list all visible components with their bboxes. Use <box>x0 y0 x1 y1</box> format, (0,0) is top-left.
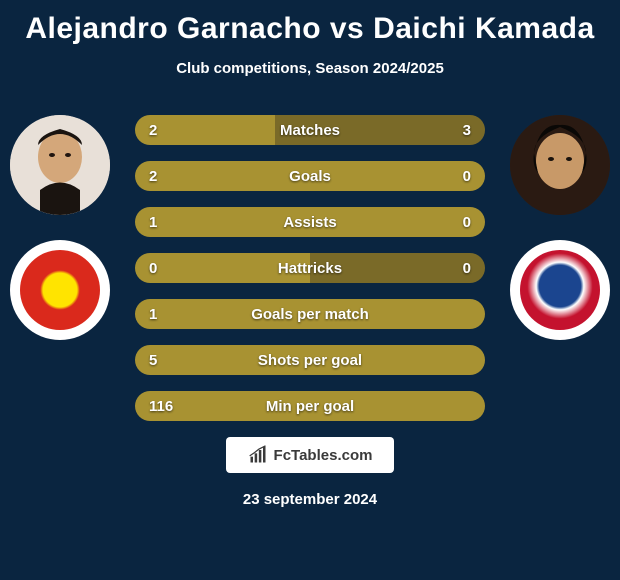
stat-label: Shots per goal <box>258 352 362 369</box>
player-left-avatar-icon <box>10 115 110 215</box>
stat-label: Goals <box>289 168 331 185</box>
stat-value-right: 0 <box>463 168 471 185</box>
page-title: Alejandro Garnacho vs Daichi Kamada <box>0 12 620 46</box>
manchester-united-crest-icon <box>20 250 100 330</box>
player-right-photo <box>510 115 610 215</box>
fctables-badge: FcTables.com <box>226 437 395 473</box>
stat-value-right: 3 <box>463 122 471 139</box>
stat-row: 1 Goals per match <box>135 299 485 329</box>
stat-row: 116 Min per goal <box>135 391 485 421</box>
stat-row: 2 0 Goals <box>135 161 485 191</box>
stat-label: Matches <box>280 122 340 139</box>
stat-value-left: 2 <box>149 122 157 139</box>
stat-value-left: 2 <box>149 168 157 185</box>
stat-value-right: 0 <box>463 260 471 277</box>
crystal-palace-crest-icon <box>520 250 600 330</box>
player-right-avatar-icon <box>510 115 610 215</box>
stat-value-left: 1 <box>149 306 157 323</box>
stat-value-left: 5 <box>149 352 157 369</box>
header: Alejandro Garnacho vs Daichi Kamada Club… <box>0 0 620 77</box>
stat-label: Hattricks <box>278 260 342 277</box>
stat-value-left: 116 <box>149 398 173 415</box>
stat-row: 2 3 Matches <box>135 115 485 145</box>
stat-label: Goals per match <box>251 306 369 323</box>
comparison-date: 23 september 2024 <box>0 491 620 508</box>
player-left-photo <box>10 115 110 215</box>
club-right-badge <box>510 240 610 340</box>
site-name: FcTables.com <box>274 447 373 464</box>
stat-value-left: 0 <box>149 260 157 277</box>
stats-block: 2 3 Matches 2 0 Goals 1 0 Assists 0 0 Hattricks 1 Goa… <box>135 115 485 421</box>
stat-label: Assists <box>283 214 336 231</box>
stat-row: 0 0 Hattricks <box>135 253 485 283</box>
footer: FcTables.com 23 september 2024 <box>0 437 620 508</box>
stat-value-left: 1 <box>149 214 157 231</box>
comparison-content: 2 3 Matches 2 0 Goals 1 0 Assists 0 0 Hattricks 1 Goa… <box>0 115 620 421</box>
chart-icon <box>248 445 268 465</box>
stat-value-right: 0 <box>463 214 471 231</box>
stat-label: Min per goal <box>266 398 354 415</box>
stat-row: 5 Shots per goal <box>135 345 485 375</box>
stat-row: 1 0 Assists <box>135 207 485 237</box>
page-subtitle: Club competitions, Season 2024/2025 <box>0 60 620 77</box>
club-left-badge <box>10 240 110 340</box>
